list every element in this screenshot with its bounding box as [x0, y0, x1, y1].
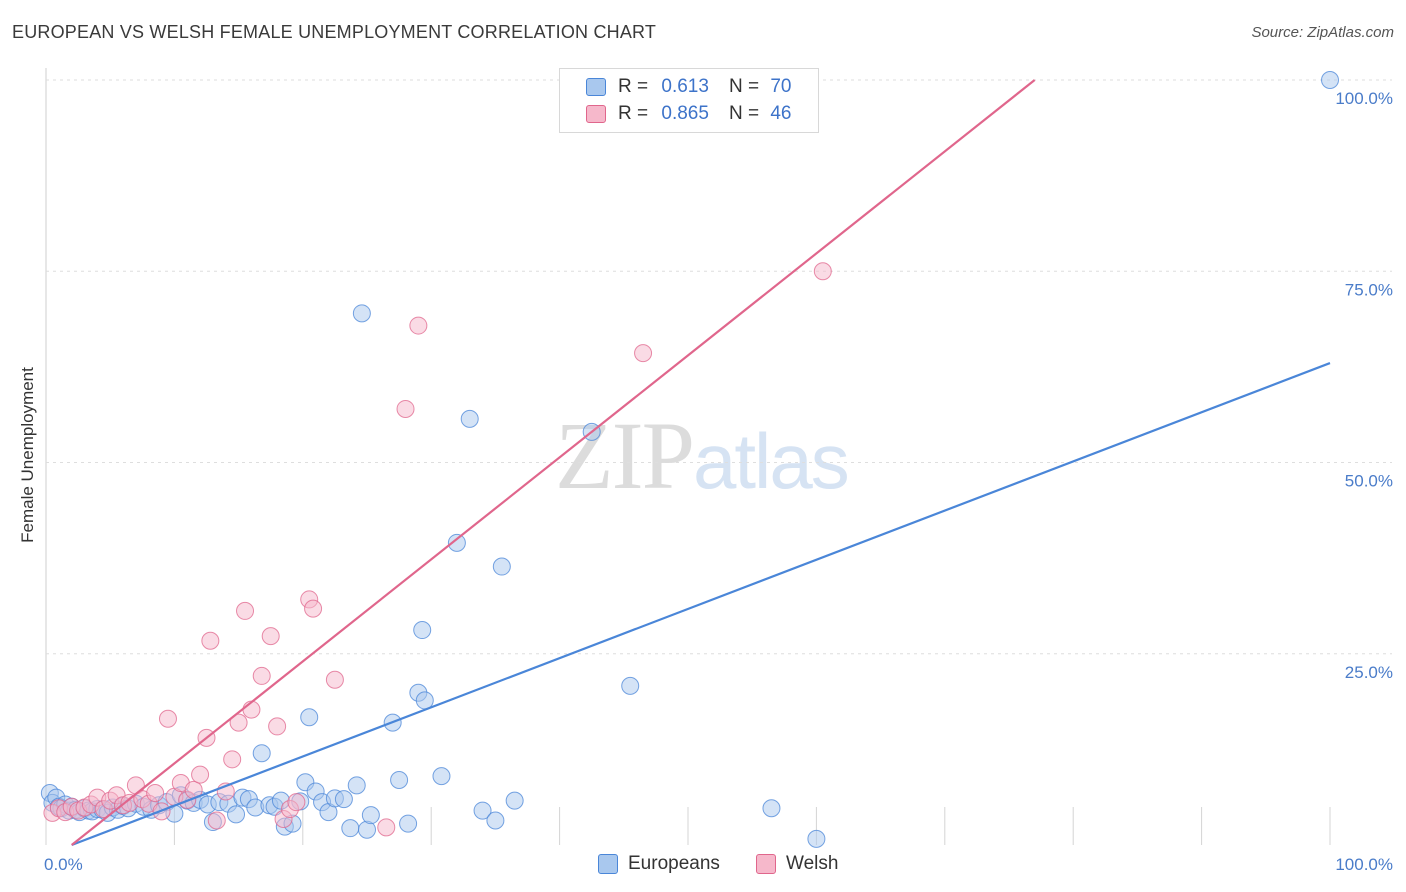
data-point-europeans — [252, 744, 271, 763]
data-point-europeans — [361, 806, 380, 825]
legend-swatch-europeans — [586, 78, 606, 96]
watermark: ZIPatlas — [555, 400, 850, 511]
legend-swatch-welsh — [586, 105, 606, 123]
data-point-europeans — [762, 799, 781, 818]
watermark-atlas: atlas — [693, 417, 850, 505]
data-point-europeans — [413, 621, 432, 640]
y-tick-label: 25.0% — [1345, 663, 1393, 682]
data-point-welsh — [268, 717, 287, 736]
bottom-legend-label: Welsh — [786, 853, 839, 874]
data-point-welsh — [304, 599, 323, 618]
legend-n-label: N = — [728, 103, 760, 124]
legend-r-value: 0.613 — [661, 76, 709, 97]
data-point-europeans — [334, 790, 353, 809]
data-point-europeans — [460, 409, 479, 428]
data-point-welsh — [252, 666, 271, 685]
data-point-welsh — [158, 709, 177, 728]
x-tick-label: 0.0% — [44, 855, 83, 874]
legend-r-value: 0.865 — [661, 103, 709, 124]
legend-n-value: 46 — [770, 103, 792, 124]
data-point-welsh — [223, 750, 242, 769]
data-point-welsh — [207, 811, 226, 830]
data-point-welsh — [325, 670, 344, 689]
data-point-europeans — [447, 533, 466, 552]
data-point-welsh — [813, 262, 832, 281]
data-point-europeans — [486, 811, 505, 830]
data-point-europeans — [492, 557, 511, 576]
y-tick-label: 50.0% — [1345, 472, 1393, 491]
bottom-legend-swatch-welsh — [756, 854, 776, 874]
data-point-europeans — [807, 829, 826, 848]
data-point-welsh — [146, 783, 165, 802]
watermark-zip: ZIP — [555, 402, 695, 509]
legend-r-label: R = — [618, 103, 649, 124]
data-point-europeans — [227, 805, 246, 824]
data-point-welsh — [201, 631, 220, 650]
legend-row-europeans: R = 0.613 N = 70 — [586, 74, 791, 100]
data-point-welsh — [287, 793, 306, 812]
trend-line-welsh — [70, 79, 1036, 846]
bottom-legend-label: Europeans — [628, 853, 720, 874]
data-point-europeans — [621, 676, 640, 695]
source-label: Source: ZipAtlas.com — [1251, 24, 1394, 41]
data-point-europeans — [505, 791, 524, 810]
data-point-welsh — [229, 713, 248, 732]
data-point-europeans — [300, 708, 319, 727]
trend-line-europeans — [71, 362, 1331, 847]
data-point-welsh — [236, 601, 255, 620]
legend-n-label: N = — [728, 76, 760, 97]
x-tick-label: 100.0% — [1335, 855, 1393, 874]
bottom-legend-europeans: Europeans — [598, 852, 720, 876]
legend-n-value: 70 — [770, 76, 792, 97]
bottom-legend-welsh: Welsh — [756, 852, 838, 876]
data-point-europeans — [1321, 71, 1339, 89]
data-point-europeans — [399, 814, 418, 833]
data-point-europeans — [390, 770, 409, 789]
legend-r-label: R = — [618, 76, 649, 97]
chart-title: EUROPEAN VS WELSH FEMALE UNEMPLOYMENT CO… — [12, 22, 657, 42]
legend-row-welsh: R = 0.865 N = 46 — [586, 101, 791, 127]
y-tick-label: 100.0% — [1335, 89, 1393, 108]
data-point-welsh — [377, 818, 396, 837]
data-point-europeans — [341, 819, 360, 838]
y-tick-label: 75.0% — [1345, 280, 1393, 299]
data-point-europeans — [347, 776, 366, 795]
data-point-europeans — [352, 304, 371, 323]
data-point-welsh — [409, 316, 428, 335]
data-point-welsh — [634, 344, 653, 363]
bottom-legend-swatch-europeans — [598, 854, 618, 874]
data-point-welsh — [261, 627, 280, 646]
data-point-europeans — [432, 767, 451, 786]
stats-legend: R = 0.613 N = 70 R = 0.865 N = 46 — [559, 68, 819, 133]
data-point-welsh — [242, 700, 261, 719]
data-point-welsh — [396, 399, 415, 418]
data-point-europeans — [473, 801, 492, 820]
data-point-welsh — [191, 765, 210, 784]
